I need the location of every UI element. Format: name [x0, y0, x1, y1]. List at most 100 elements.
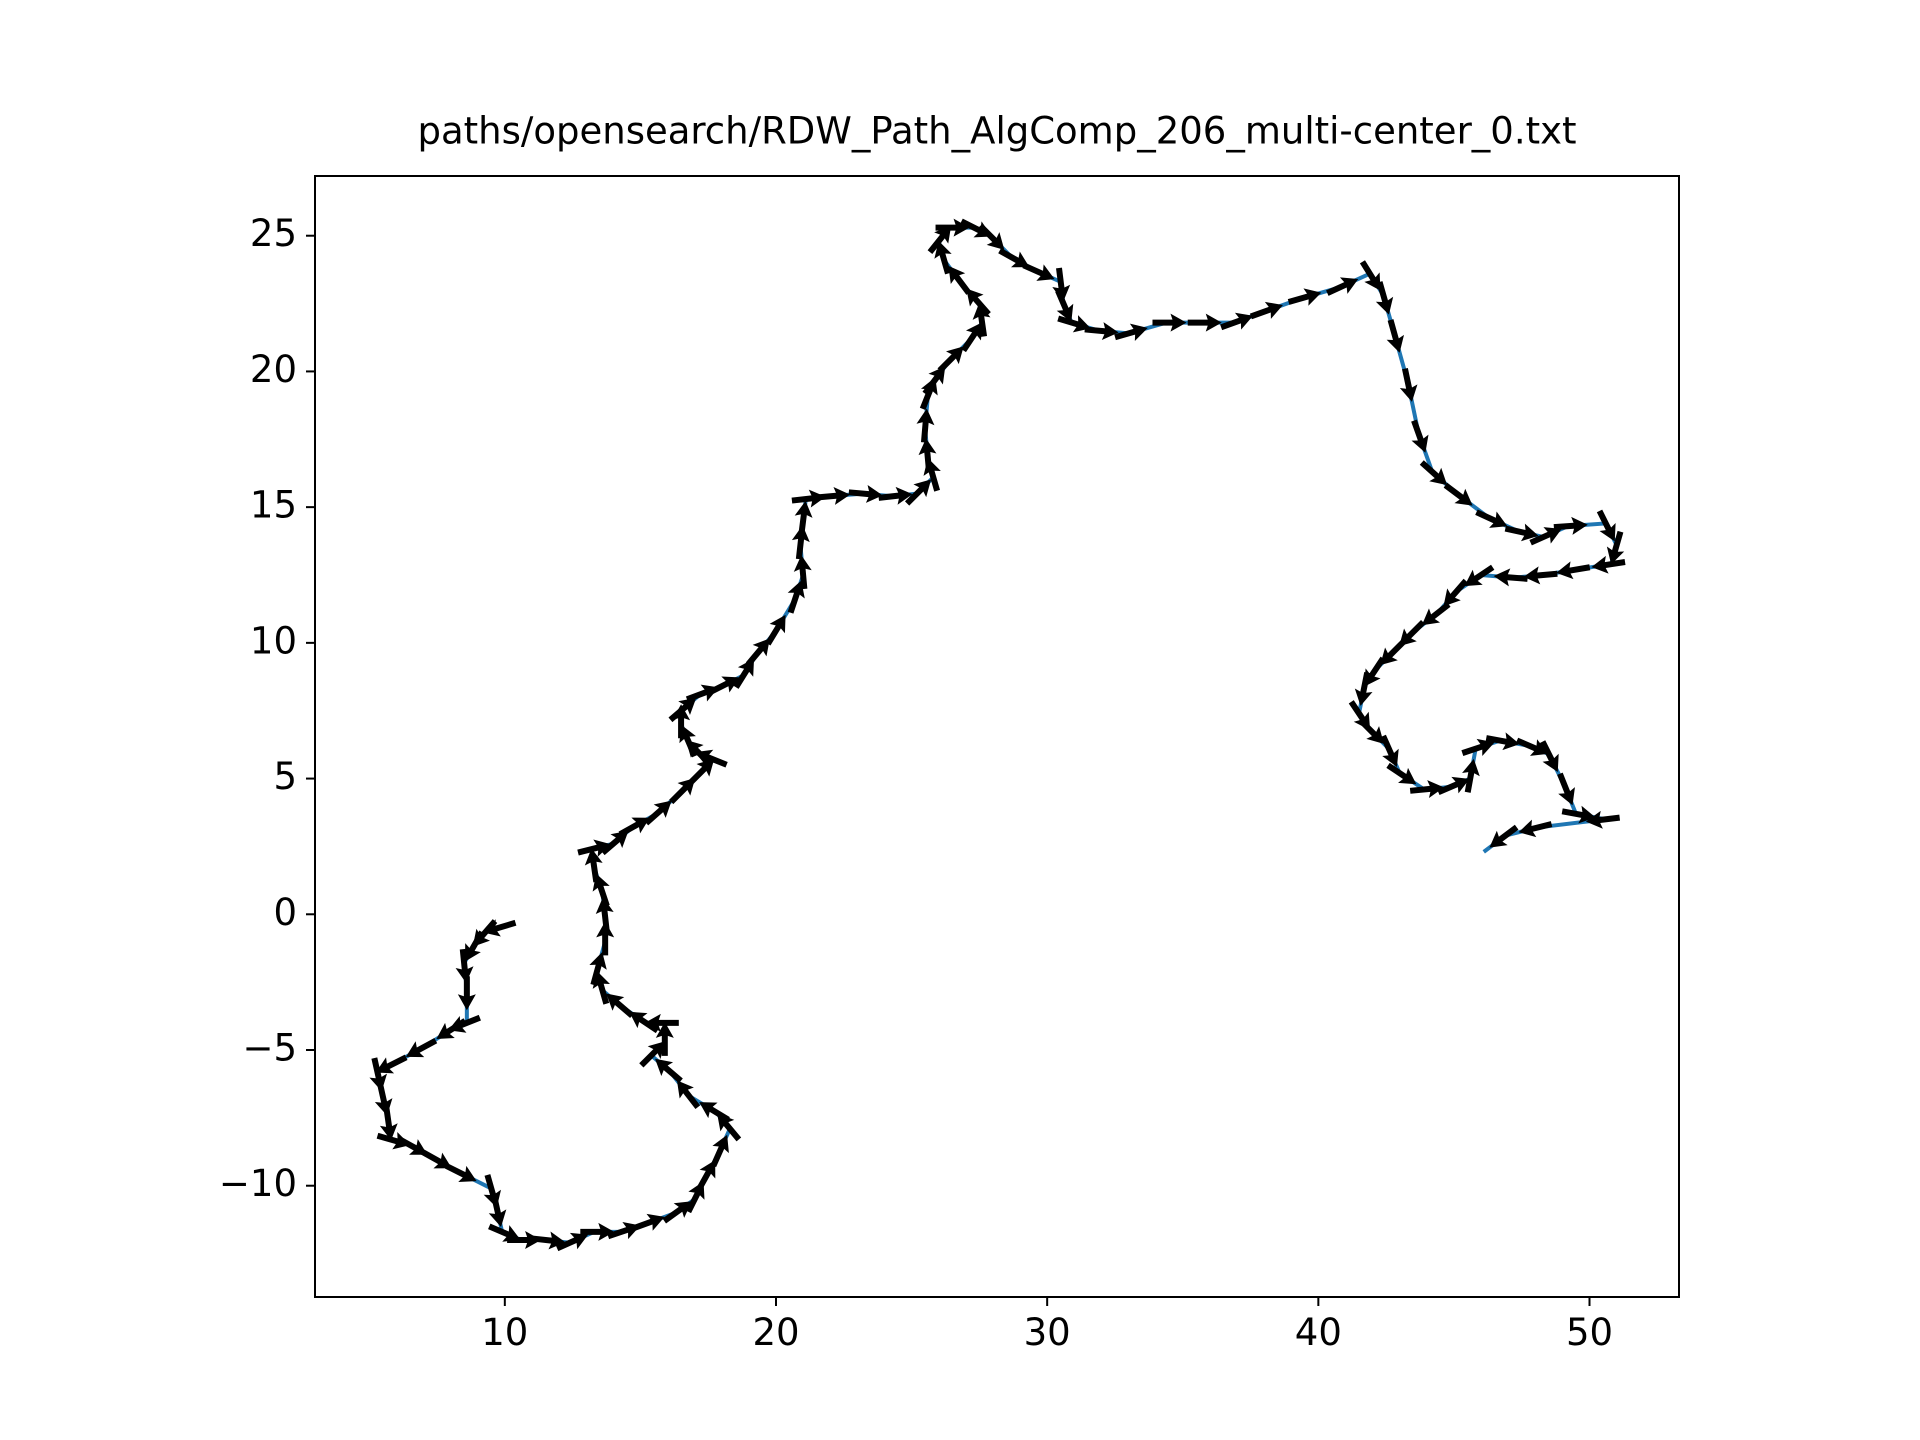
direction-arrow: [765, 614, 786, 646]
direction-arrow: [555, 1232, 589, 1252]
direction-arrow: [1553, 516, 1588, 535]
direction-arrow: [1437, 776, 1470, 795]
direction-arrow: [488, 1223, 521, 1242]
direction-arrow: [960, 322, 983, 353]
direction-arrow: [1585, 810, 1621, 829]
direction-arrow: [1364, 656, 1386, 687]
direction-arrow: [791, 525, 810, 560]
direction-arrow: [1399, 367, 1418, 402]
direction-arrow: [934, 240, 952, 275]
direction-arrow: [465, 930, 485, 962]
direction-arrow: [405, 1037, 438, 1058]
direction-arrow: [1461, 738, 1495, 756]
direction-arrow: [1504, 523, 1539, 542]
direction-arrow: [878, 486, 913, 505]
direction-arrow: [507, 1231, 542, 1249]
direction-arrow: [794, 500, 813, 535]
direction-arrow: [379, 1106, 398, 1141]
direction-arrow: [1411, 419, 1429, 453]
direction-arrow: [1152, 313, 1187, 332]
direction-arrow: [1249, 301, 1283, 320]
y-tick-label: 20: [250, 348, 297, 391]
direction-arrow: [1557, 772, 1575, 806]
direction-arrow: [816, 486, 851, 505]
direction-arrow: [662, 1201, 692, 1224]
direction-arrow: [629, 1011, 660, 1034]
direction-arrow: [972, 302, 991, 337]
direction-arrow: [1399, 619, 1426, 647]
direction-arrow: [1055, 289, 1074, 322]
direction-arrow: [584, 848, 603, 883]
direction-arrow: [916, 408, 935, 443]
x-tick-label: 10: [481, 1311, 528, 1354]
direction-arrow: [918, 438, 937, 473]
direction-arrow: [1052, 267, 1071, 302]
direction-arrow: [483, 1174, 502, 1208]
direction-arrow: [589, 951, 607, 986]
direction-arrow: [668, 697, 697, 723]
direction-arrow: [1380, 638, 1407, 666]
direction-arrow: [375, 1054, 408, 1074]
direction-arrow: [1556, 561, 1591, 580]
x-tick-label: 40: [1295, 1311, 1342, 1354]
direction-arrow: [655, 1058, 683, 1084]
direction-arrow: [374, 1081, 393, 1116]
direction-arrow: [1591, 555, 1626, 574]
direction-arrow: [1359, 260, 1381, 291]
direction-arrow: [1515, 737, 1549, 756]
direction-arrow: [699, 1102, 730, 1123]
direction-arrow: [1354, 671, 1373, 706]
direction-arrow: [1606, 530, 1625, 565]
y-tick-label: 10: [250, 619, 297, 662]
direction-arrow: [1462, 758, 1480, 793]
chart-title: paths/opensearch/RDW_Path_AlgComp_206_mu…: [418, 110, 1577, 153]
direction-arrow: [639, 1041, 666, 1068]
direction-arrow: [937, 346, 964, 373]
direction-arrow: [1539, 740, 1559, 773]
direction-arrow: [455, 948, 474, 984]
direction-arrow: [457, 976, 476, 1011]
direction-arrow: [1485, 732, 1520, 751]
direction-arrow: [436, 1018, 467, 1040]
direction-arrow: [966, 288, 991, 317]
direction-arrow: [1596, 509, 1616, 542]
direction-arrow: [1421, 602, 1451, 626]
direction-arrow: [1357, 717, 1384, 744]
direction-arrow: [596, 921, 615, 956]
direction-arrow: [595, 897, 614, 932]
direction-arrow: [631, 1213, 665, 1232]
direction-arrow: [922, 366, 946, 396]
direction-arrow: [1022, 262, 1055, 281]
direction-arrow: [927, 225, 952, 254]
direction-arrow: [1443, 482, 1473, 506]
direction-arrow: [1443, 578, 1469, 607]
direction-arrow: [791, 489, 826, 508]
direction-arrow: [606, 993, 635, 1018]
direction-arrow: [676, 1080, 701, 1110]
y-tick-label: −5: [242, 1027, 297, 1070]
direction-arrow: [848, 484, 883, 503]
direction-arrow: [787, 580, 805, 614]
direction-arrow: [1057, 315, 1091, 333]
y-tick-label: −10: [219, 1162, 297, 1205]
direction-arrow: [669, 777, 696, 805]
direction-arrow: [444, 1163, 477, 1182]
direction-arrow: [1386, 319, 1405, 353]
y-tick-label: 5: [273, 755, 297, 798]
direction-arrow: [745, 638, 770, 667]
y-tick-label: 15: [250, 484, 297, 527]
direction-arrow: [1409, 780, 1444, 798]
direction-arrow: [710, 1134, 729, 1168]
direction-arrow: [580, 1222, 615, 1241]
direction-arrow: [707, 676, 740, 696]
direction-arrow: [1114, 323, 1148, 341]
direction-arrow: [904, 479, 932, 506]
direction-arrow: [531, 1231, 566, 1250]
direction-arrow: [998, 248, 1030, 268]
y-tick-label: 0: [273, 891, 297, 934]
direction-arrow: [1187, 313, 1222, 332]
direction-arrow: [420, 1149, 452, 1169]
direction-arrow: [1475, 509, 1508, 528]
